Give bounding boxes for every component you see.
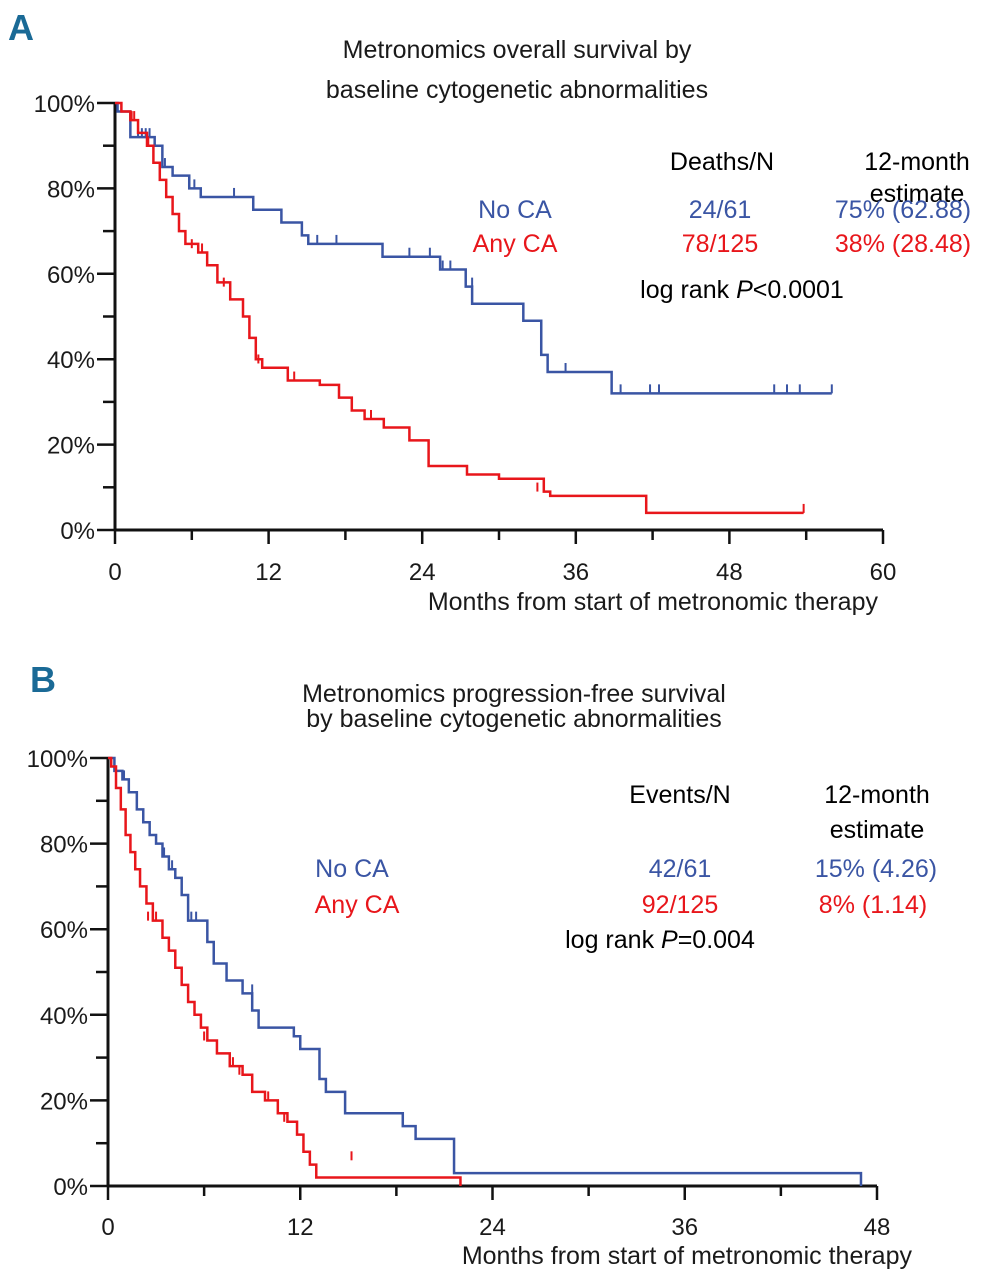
x-tick-label: 48 xyxy=(864,1214,891,1241)
y-tick-label: 0% xyxy=(60,518,95,545)
legend-no-ca: No CA xyxy=(478,196,552,224)
no-ca-estimate: 15% (4.26) xyxy=(815,855,937,883)
y-tick-label: 40% xyxy=(47,347,95,374)
y-tick-label: 40% xyxy=(40,1003,88,1030)
pvalue: log rank P=0.004 xyxy=(565,926,755,954)
y-tick-label: 80% xyxy=(47,176,95,203)
x-tick-label: 48 xyxy=(716,559,743,586)
x-tick-label: 0 xyxy=(101,1214,114,1241)
y-axis-ticks: 0% 20% 40% 60% 80% 100% xyxy=(27,746,108,1201)
legend-any-ca: Any CA xyxy=(473,230,558,258)
x-axis-ticks: 0 12 24 36 48 xyxy=(101,1186,890,1241)
x-tick-label: 60 xyxy=(870,559,897,586)
y-tick-label: 0% xyxy=(53,1174,88,1201)
y-axis-ticks: 0% 20% 40% 60% 80% 100% xyxy=(34,91,115,545)
chart-title-line2: by baseline cytogenetic abnormalities xyxy=(306,705,722,733)
panel-letter-b: B xyxy=(30,659,56,700)
pvalue: log rank P<0.0001 xyxy=(640,276,844,304)
chart-title-line1: Metronomics progression-free survival xyxy=(302,680,726,708)
any-ca-count: 78/125 xyxy=(682,230,758,258)
no-ca-count: 24/61 xyxy=(689,196,752,224)
table-header-count: Deaths/N xyxy=(670,148,774,176)
x-tick-label: 12 xyxy=(255,559,282,586)
curve-no-ca xyxy=(108,756,863,1186)
pvalue-p: P xyxy=(661,926,678,954)
y-tick-label: 100% xyxy=(27,746,88,773)
x-tick-label: 0 xyxy=(108,559,121,586)
table-header-count: Events/N xyxy=(629,781,730,809)
survival-curves xyxy=(115,101,833,515)
pvalue-p: P xyxy=(736,276,753,304)
y-tick-label: 80% xyxy=(40,832,88,859)
x-axis-label: Months from start of metronomic therapy xyxy=(428,588,879,616)
table-header-estimate-2: estimate xyxy=(830,816,924,844)
no-ca-estimate: 75% (62.88) xyxy=(835,196,971,224)
axes xyxy=(113,103,883,532)
panel-b: B Metronomics progression-free survival … xyxy=(27,659,938,1270)
x-axis-label: Months from start of metronomic therapy xyxy=(462,1242,913,1270)
axes xyxy=(106,758,877,1188)
x-tick-label: 24 xyxy=(409,559,436,586)
legend-no-ca: No CA xyxy=(315,855,389,883)
chart-title-line2: baseline cytogenetic abnormalities xyxy=(326,76,708,104)
x-axis-ticks: 0 12 24 36 48 60 xyxy=(108,530,896,586)
table-header-estimate-1: 12-month xyxy=(864,148,970,176)
legend-any-ca: Any CA xyxy=(315,891,400,919)
curve-any-ca xyxy=(115,101,804,515)
y-tick-label: 100% xyxy=(34,91,95,118)
pvalue-rest: =0.004 xyxy=(678,926,755,954)
x-tick-label: 12 xyxy=(287,1214,314,1241)
pvalue-prefix: log rank xyxy=(640,276,736,304)
y-tick-label: 20% xyxy=(40,1088,88,1115)
any-ca-estimate: 38% (28.48) xyxy=(835,230,971,258)
pvalue-rest: <0.0001 xyxy=(753,276,844,304)
panel-letter-a: A xyxy=(8,7,34,48)
x-tick-label: 36 xyxy=(562,559,589,586)
panel-a: A Metronomics overall survival by baseli… xyxy=(8,7,971,616)
any-ca-estimate: 8% (1.14) xyxy=(819,891,927,919)
y-tick-label: 20% xyxy=(47,433,95,460)
table-header-estimate-1: 12-month xyxy=(824,781,930,809)
survival-curves xyxy=(108,756,863,1186)
curve-no-ca xyxy=(115,101,832,395)
no-ca-count: 42/61 xyxy=(649,855,712,883)
x-tick-label: 36 xyxy=(671,1214,698,1241)
any-ca-count: 92/125 xyxy=(642,891,718,919)
pvalue-prefix: log rank xyxy=(565,926,661,954)
y-tick-label: 60% xyxy=(40,917,88,944)
curve-any-ca xyxy=(108,756,462,1186)
table-header-estimate-2: estimate xyxy=(870,180,964,208)
chart-title-line1: Metronomics overall survival by xyxy=(343,36,692,64)
x-tick-label: 24 xyxy=(479,1214,506,1241)
y-tick-label: 60% xyxy=(47,262,95,289)
